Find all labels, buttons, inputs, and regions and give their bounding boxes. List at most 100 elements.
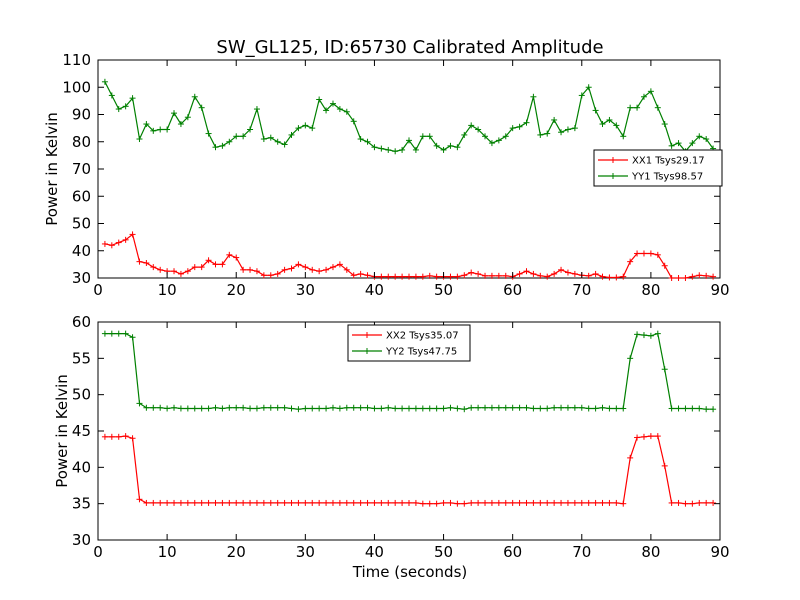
top-data-point [599,273,606,280]
bottom-data-point [191,405,198,412]
top-data-point [101,78,108,85]
top-xticks: 0 10 20 30 40 50 60 70 80 90 [93,60,730,299]
top-data-point [509,125,516,132]
top-data-point [551,116,558,123]
bottom-data-point [488,499,495,506]
bottom-data-point [226,404,233,411]
top-data-point [634,250,641,257]
bottom-data-point [316,405,323,412]
bottom-data-point [571,404,578,411]
top-data-point [260,136,267,143]
bottom-x-axis-label: Time (seconds) [352,563,468,581]
bottom-data-point [309,405,316,412]
bottom-data-point [295,406,302,413]
bottom-data-point [274,404,281,411]
bottom-data-point [433,405,440,412]
top-data-point [253,268,260,275]
bottom-data-point [164,499,171,506]
top-data-point [654,104,661,111]
bottom-data-point [482,499,489,506]
top-data-point [454,273,461,280]
top-xtick-label: 20 [227,281,246,299]
bottom-data-point [710,499,717,506]
bottom-data-point [115,433,122,440]
bottom-data-point [537,499,544,506]
bottom-data-point [613,499,620,506]
bottom-data-point [640,332,647,339]
bottom-data-point [177,405,184,412]
top-data-point [516,270,523,277]
top-data-point [233,254,240,261]
bottom-data-point [406,405,412,412]
top-xtick-label: 60 [503,281,522,299]
top-yticks: 30 40 50 60 70 80 90 100 110 [62,51,720,287]
top-ytick-label: 100 [62,78,91,96]
bottom-data-point [668,405,675,412]
top-data-point [599,121,606,128]
top-data-point [267,134,274,141]
bottom-data-point [564,404,571,411]
top-data-point [288,131,295,138]
bottom-data-point [143,404,150,411]
top-data-point [343,266,350,273]
top-data-point [661,121,668,128]
top-xtick-label: 40 [365,281,384,299]
bottom-data-point [336,405,343,412]
top-data-point [571,270,578,277]
top-data-point [240,133,247,140]
bottom-data-point [371,499,378,506]
top-data-point [323,107,330,114]
top-data-point [260,272,267,279]
top-data-point [184,268,191,275]
bottom-data-point [385,404,392,411]
bottom-data-point [226,499,233,506]
top-data-point [108,92,115,99]
top-data-point [302,264,309,271]
bottom-data-point [668,499,675,506]
bottom-data-point [640,433,647,440]
top-data-point [544,273,551,280]
bottom-ytick-label: 55 [72,349,91,367]
top-ytick-label: 90 [72,106,91,124]
bottom-legend-box [347,324,471,362]
bottom-data-point [592,405,599,412]
top-data-point [316,268,323,275]
top-data-point [558,129,565,136]
bottom-data-point [696,499,703,506]
top-data-point [502,272,509,279]
bottom-data-point [288,499,295,506]
top-xtick-label: 90 [710,281,729,299]
bottom-data-point [419,405,426,412]
bottom-xticks: 0 10 20 30 40 50 60 70 80 90 [93,322,730,561]
top-legend-label: YY1 Tsys98.57 [631,172,703,183]
bottom-data-point [509,404,516,411]
bottom-data-point [578,499,585,506]
bottom-data-point [537,405,544,412]
top-data-point [247,266,254,273]
bottom-data-point [323,499,330,506]
top-data-point [392,148,399,155]
top-data-point [364,272,371,279]
top-xtick-label: 10 [158,281,177,299]
bottom-data-point [240,404,247,411]
top-data-point [606,274,613,281]
bottom-data-point [329,499,336,506]
bottom-data-point [620,405,627,412]
top-data-point [454,144,461,151]
top-data-point [205,257,212,264]
top-data-point [150,264,157,271]
top-data-point [371,144,378,151]
bottom-data-point [544,499,551,506]
top-data-point [482,133,489,140]
bottom-data-point [392,499,399,506]
top-data-point [710,273,717,280]
top-data-point [323,266,330,273]
top-data-point [647,250,654,257]
bottom-data-point [654,330,661,337]
bottom-ytick-label: 30 [72,531,91,549]
top-data-point [184,114,191,121]
top-data-point [129,231,136,238]
top-data-point [419,133,426,140]
top-data-point [668,142,675,149]
